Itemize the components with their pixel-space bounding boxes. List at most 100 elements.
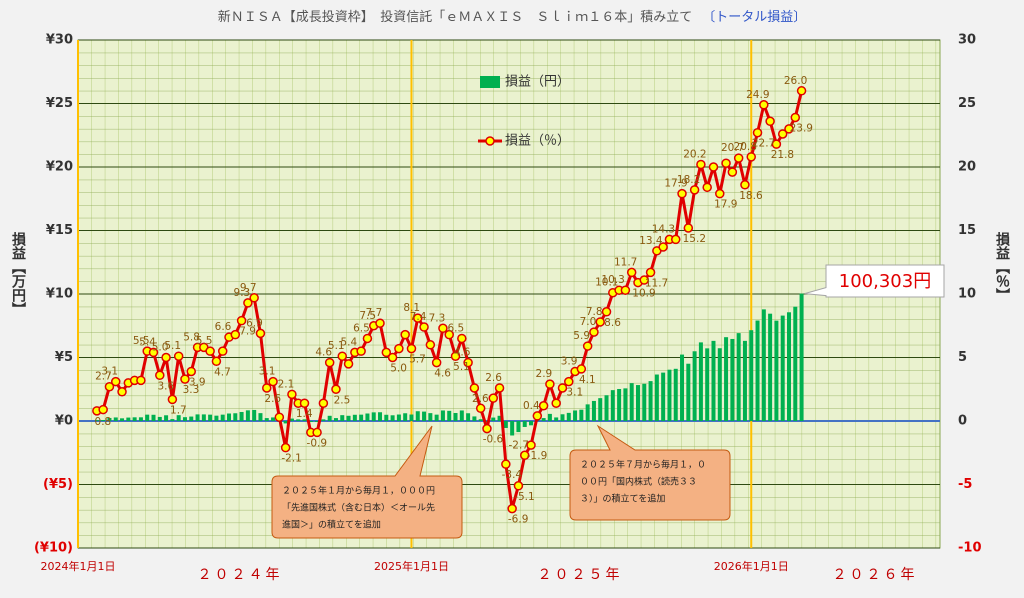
- data-label: -3.4: [502, 469, 523, 481]
- bar: [661, 372, 666, 421]
- bar: [724, 337, 729, 421]
- marker: [444, 329, 454, 340]
- marker: [356, 346, 366, 356]
- marker: [243, 298, 253, 308]
- marker: [274, 412, 285, 422]
- bar: [503, 421, 508, 428]
- y-axis-title: 損益【万円】: [10, 231, 27, 316]
- bar: [635, 385, 640, 421]
- marker: [532, 411, 543, 421]
- bar: [579, 409, 584, 421]
- x-tick-label: 2024年1月1日: [41, 559, 116, 573]
- marker: [387, 352, 398, 363]
- marker: [564, 376, 574, 387]
- bar: [132, 417, 137, 421]
- marker: [689, 185, 700, 195]
- bar: [698, 342, 703, 421]
- y2-tick-label: 20: [958, 160, 976, 175]
- data-label: 4.6: [454, 347, 471, 359]
- bar: [799, 293, 804, 421]
- data-label: 20.7: [721, 142, 744, 154]
- data-label: 5.8: [183, 331, 200, 343]
- marker: [438, 323, 448, 334]
- data-label: 3.3: [183, 384, 200, 396]
- marker: [557, 383, 568, 393]
- data-label: -2.7: [508, 439, 529, 451]
- bar: [478, 419, 483, 421]
- data-label: 5.1: [328, 340, 345, 352]
- marker: [677, 188, 687, 199]
- marker: [173, 351, 184, 361]
- bar: [378, 412, 383, 421]
- bar: [151, 414, 156, 421]
- marker: [268, 376, 278, 387]
- data-label: -0.6: [483, 434, 504, 446]
- bar: [365, 413, 370, 421]
- bar: [761, 309, 766, 421]
- marker: [331, 384, 341, 394]
- marker: [576, 364, 587, 374]
- bar: [327, 415, 332, 421]
- bar: [749, 330, 754, 421]
- marker: [526, 440, 536, 450]
- annotation-box: [271, 425, 463, 539]
- marker: [765, 116, 775, 127]
- marker: [696, 159, 706, 170]
- data-label: 24.9: [746, 89, 769, 101]
- data-label: 1.4: [296, 408, 313, 420]
- bar: [101, 419, 106, 421]
- bar: [157, 416, 162, 421]
- bar: [541, 418, 546, 421]
- data-label: 5.1: [164, 340, 181, 352]
- bar: [409, 414, 414, 421]
- data-label: 3.9: [561, 355, 578, 367]
- bar: [201, 414, 206, 421]
- marker: [104, 381, 115, 392]
- data-label: 22.7: [752, 138, 775, 150]
- bar: [176, 415, 181, 421]
- data-label: 5.5: [133, 335, 150, 347]
- marker: [406, 343, 417, 354]
- callout-label: 100,303円: [839, 271, 931, 292]
- data-label: 2.1: [278, 378, 295, 390]
- data-label: 5.9: [573, 330, 590, 342]
- data-label: 2.6: [472, 393, 489, 405]
- bar: [283, 421, 288, 424]
- y2-tick-label: 0: [958, 414, 967, 429]
- data-label: 10.9: [632, 288, 655, 300]
- marker: [312, 427, 322, 438]
- marker: [186, 366, 197, 377]
- marker: [324, 357, 335, 368]
- marker: [299, 398, 310, 408]
- data-label: 3.9: [189, 376, 206, 388]
- bar: [472, 416, 477, 421]
- data-label: 9.3: [234, 287, 251, 299]
- bar: [491, 417, 496, 421]
- annotation-text: ２０２５年７月から毎月１，０: [580, 459, 706, 471]
- marker: [494, 383, 505, 393]
- marker: [777, 129, 788, 139]
- marker: [670, 234, 681, 245]
- year-label: ２０２４年: [198, 567, 283, 583]
- data-label: 5.0: [390, 363, 407, 375]
- bar: [145, 414, 150, 421]
- data-label: 3.1: [101, 366, 118, 378]
- data-label: 23.9: [790, 122, 813, 134]
- marker: [551, 398, 561, 408]
- bar: [308, 421, 313, 423]
- marker: [98, 404, 108, 415]
- marker: [721, 158, 731, 168]
- marker: [205, 346, 215, 356]
- bar: [466, 413, 471, 421]
- marker: [431, 357, 442, 368]
- data-label: 20.8: [734, 141, 757, 153]
- x-tick-label: 2025年1月1日: [374, 559, 449, 573]
- y2-tick-label: 10: [958, 287, 976, 302]
- marker: [595, 317, 605, 327]
- y-tick-label: ¥20: [46, 160, 73, 175]
- bar: [189, 416, 194, 421]
- annotation-text: 進国＞」の積立てを追加: [282, 519, 381, 531]
- data-label: 2.5: [334, 394, 351, 406]
- data-label: 5.0: [152, 342, 169, 354]
